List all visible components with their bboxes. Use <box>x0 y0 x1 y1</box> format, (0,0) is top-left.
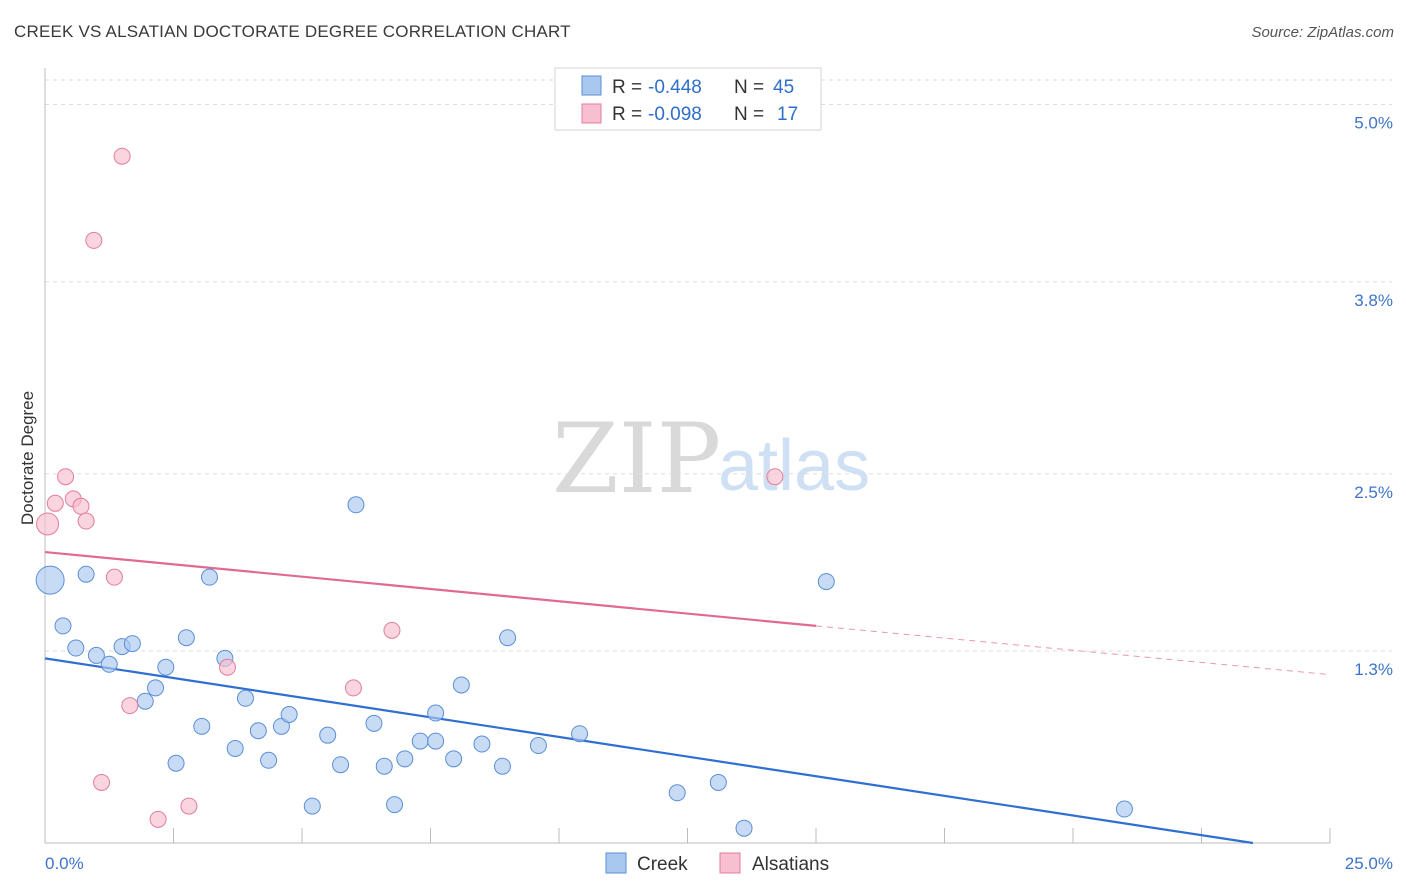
alsatians-trend-line <box>44 550 817 627</box>
watermark-zip: ZIP <box>552 403 721 515</box>
chart-source: Source: ZipAtlas.com <box>1251 24 1394 41</box>
creek-point-39 <box>571 725 589 743</box>
creek-point-25 <box>347 496 365 514</box>
creek-point-14 <box>200 568 218 586</box>
legend-n-value-alsatians: 17 <box>777 104 798 125</box>
alsatians-point-0 <box>36 512 60 536</box>
alsatians-point-12 <box>180 797 198 815</box>
alsatians-trend-line-extension <box>815 625 1331 676</box>
creek-point-37 <box>499 629 517 647</box>
alsatians-point-14 <box>344 679 362 697</box>
legend-r-value-alsatians: -0.098 <box>648 104 702 125</box>
alsatians-point-13 <box>218 658 236 676</box>
creek-point-4 <box>87 646 105 664</box>
alsatians-point-15 <box>383 621 401 639</box>
creek-point-3 <box>77 565 95 583</box>
creek-point-16 <box>226 739 244 757</box>
y-tick-label-0: 1.3% <box>1354 660 1393 679</box>
y-tick-label-2: 3.8% <box>1354 291 1393 310</box>
creek-point-34 <box>452 676 470 694</box>
legend-r-label-creek: R = <box>612 77 642 98</box>
alsatians-point-2 <box>57 468 75 486</box>
creek-point-23 <box>319 726 337 744</box>
bottom-legend-swatch-alsatians <box>719 852 741 874</box>
alsatians-point-6 <box>85 231 103 249</box>
creek-point-32 <box>427 704 445 722</box>
bottom-legend-label-alsatians: Alsatians <box>752 854 829 875</box>
watermark-atlas: atlas <box>718 426 870 506</box>
creek-point-13 <box>193 717 211 735</box>
legend-n-label-creek: N = <box>734 77 764 98</box>
data-points <box>35 147 1133 837</box>
creek-point-43 <box>817 573 835 591</box>
creek-point-29 <box>396 750 414 768</box>
chart-title: CREEK VS ALSATIAN DOCTORATE DEGREE CORRE… <box>14 22 571 41</box>
alsatians-point-8 <box>105 568 123 586</box>
creek-point-44 <box>1115 800 1133 818</box>
watermark: ZIP atlas <box>552 403 870 515</box>
creek-point-7 <box>123 635 141 653</box>
creek-point-27 <box>375 757 393 775</box>
trend-lines <box>44 550 1331 845</box>
grid <box>45 79 1392 652</box>
creek-point-26 <box>365 714 383 732</box>
creek-point-0 <box>35 565 65 595</box>
legend-n-value-creek: 45 <box>773 77 794 98</box>
creek-point-38 <box>529 737 547 755</box>
creek-point-22 <box>303 797 321 815</box>
legend-r-value-creek: -0.448 <box>648 77 702 98</box>
creek-point-31 <box>427 732 445 750</box>
alsatians-point-1 <box>46 494 64 512</box>
creek-point-21 <box>280 706 298 724</box>
creek-point-2 <box>67 639 85 657</box>
legend-bottom: Creek Alsatians <box>605 852 829 875</box>
creek-point-12 <box>177 629 195 647</box>
creek-point-19 <box>260 751 278 769</box>
alsatians-point-16 <box>766 468 784 486</box>
creek-point-8 <box>136 692 154 710</box>
creek-point-35 <box>473 735 491 753</box>
y-axis-label: Doctorate Degree <box>18 391 37 525</box>
bottom-legend-swatch-creek <box>605 852 627 874</box>
alsatians-point-10 <box>121 697 139 715</box>
creek-point-1 <box>54 617 72 635</box>
y-tick-label-1: 2.5% <box>1354 483 1393 502</box>
creek-point-41 <box>709 773 727 791</box>
legend-n-label-alsatians: N = <box>734 104 764 125</box>
alsatians-point-9 <box>113 147 131 165</box>
alsatians-point-11 <box>149 810 167 828</box>
x-tick-label-1: 25.0% <box>1345 854 1393 873</box>
creek-point-10 <box>157 658 175 676</box>
creek-point-36 <box>493 757 511 775</box>
legend-r-label-alsatians: R = <box>612 104 642 125</box>
creek-point-9 <box>147 679 165 697</box>
creek-point-28 <box>386 796 404 814</box>
creek-trend-line <box>44 657 1254 845</box>
creek-point-20 <box>272 717 290 735</box>
y-tick-label-3: 5.0% <box>1354 114 1393 133</box>
legend-top: R = -0.448 N = 45 R = -0.098 N = 17 <box>554 67 822 131</box>
x-tick-label-0: 0.0% <box>45 854 84 873</box>
creek-point-11 <box>167 754 185 772</box>
creek-point-24 <box>332 756 350 774</box>
creek-point-42 <box>735 819 753 837</box>
creek-point-40 <box>668 784 686 802</box>
creek-point-33 <box>445 750 463 768</box>
creek-point-5 <box>100 655 118 673</box>
creek-point-17 <box>236 689 254 707</box>
legend-swatch-creek <box>581 75 602 96</box>
creek-point-30 <box>411 732 429 750</box>
legend-swatch-alsatians <box>581 103 602 124</box>
bottom-legend-label-creek: Creek <box>637 854 688 875</box>
creek-point-18 <box>249 722 267 740</box>
alsatians-point-4 <box>72 497 90 515</box>
axes: 1.3% 2.5% 3.8% 5.0% 0.0% 25.0% <box>44 68 1393 873</box>
alsatians-point-5 <box>77 512 95 530</box>
alsatians-point-7 <box>93 773 111 791</box>
